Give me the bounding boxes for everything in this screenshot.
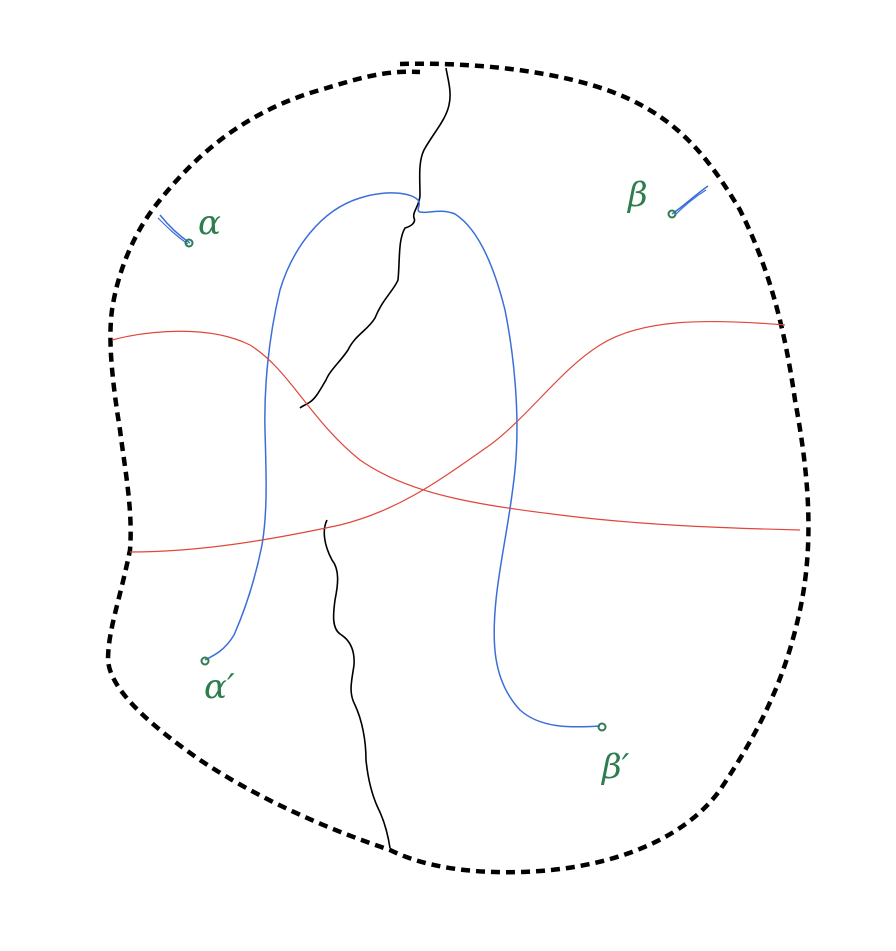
point-alpha-prime-marker [200,656,210,666]
point-beta-prime-marker [597,722,607,732]
label-alpha-prime: α′ [204,667,235,707]
blue-tick-beta-2 [673,189,707,217]
blue-tick-alpha-2 [157,217,189,245]
blue-tick-beta [671,185,709,215]
black-cut-bottom [323,519,391,849]
label-beta-prime: β′ [600,747,630,787]
red-curve-1 [111,330,801,531]
red-curve-2 [129,320,786,553]
point-beta-marker [667,209,677,219]
blue-path-alpha-beta [204,192,601,728]
point-alpha-marker [184,238,194,248]
black-cut-top [299,67,451,409]
label-alpha: α [198,203,221,243]
blue-tick-alpha [159,214,191,244]
dashed-boundary [105,61,811,875]
label-beta: β [626,175,648,215]
